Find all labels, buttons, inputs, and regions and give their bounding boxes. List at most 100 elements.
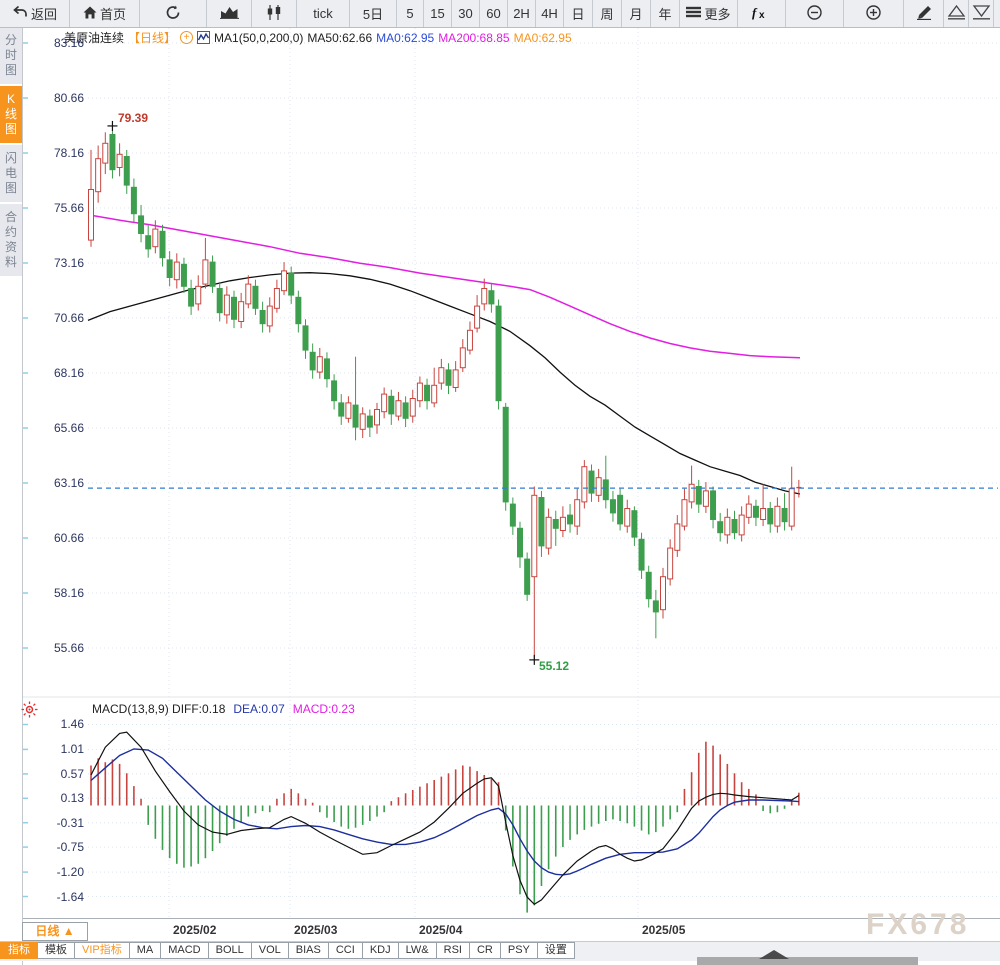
ma-params-label: MA1(50,0,200,0) [214, 30, 304, 45]
price-axis-tick-label: 80.66 [53, 91, 84, 105]
sidebar-item-lightning[interactable]: 闪电图 [0, 145, 22, 202]
draw-button[interactable] [904, 0, 944, 27]
sidebar-item-timeshare[interactable]: 分时图 [0, 27, 22, 84]
more-button[interactable]: 更多 [680, 0, 738, 27]
triangle-down-icon [972, 4, 991, 23]
tab-lw[interactable]: LW& [398, 942, 437, 959]
tab-vip-indicator[interactable]: VIP指标 [75, 942, 130, 959]
interval-4h-button[interactable]: 4H [536, 0, 564, 27]
tab-ma[interactable]: MA [129, 942, 162, 959]
macd-name-diff-value: MACD(13,8,9) DIFF:0.18 [92, 702, 226, 716]
tab-cr[interactable]: CR [469, 942, 501, 959]
tab-vol[interactable]: VOL [251, 942, 289, 959]
interval-month-button-label: 月 [629, 7, 643, 22]
macd-axis-tick-label: 1.46 [60, 717, 84, 732]
interval-month-button[interactable]: 月 [622, 0, 651, 27]
interval-day-button[interactable]: 日 [564, 0, 593, 27]
candle-chart-button[interactable] [252, 0, 297, 27]
simulate-button[interactable]: $模 [994, 0, 1000, 27]
interval-60m-button-label: 60 [486, 6, 501, 21]
ma50-value: MA50:62.66 [307, 30, 373, 45]
date-axis-band [22, 918, 1000, 942]
macd-axis-tick-label: 1.01 [60, 742, 84, 757]
svg-text:x: x [759, 10, 765, 20]
tab-cci[interactable]: CCI [328, 942, 363, 959]
date-axis-tick-label: 2025/04 [419, 923, 463, 937]
interval-5m-button-label: 5 [406, 6, 414, 21]
refresh-icon [165, 5, 181, 23]
tab-template[interactable]: 模板 [38, 942, 75, 959]
tab-psy[interactable]: PSY [500, 942, 538, 959]
macd-legend-row: MACD(13,8,9) DIFF:0.18 DEA:0.07 MACD:0.2… [92, 702, 355, 716]
more-button-label: 更多 [704, 7, 731, 22]
interval-15m-button[interactable]: 15 [424, 0, 452, 27]
zoom-in-icon [865, 4, 882, 24]
tab-settings[interactable]: 设置 [537, 942, 575, 959]
tab-macd[interactable]: MACD [161, 942, 209, 959]
tab-indicator[interactable]: 指标 [0, 942, 38, 959]
macd-dea-value: DEA:0.07 [233, 702, 285, 716]
high-price-label: 79.39 [118, 111, 149, 125]
candle-chart-icon [266, 4, 283, 23]
tab-rsi[interactable]: RSI [436, 942, 470, 959]
indicator-tab-bar: 指标 模板 VIP指标 MA MACD BOLL VOL BIAS CCI KDJ LW& RSI CR… [0, 941, 1000, 961]
macd-macd-value: MACD:0.23 [292, 702, 355, 716]
interval-week-button[interactable]: 周 [593, 0, 622, 27]
interval-5day-button-label: 5日 [362, 7, 384, 22]
interval-4h-button-label: 4H [541, 6, 558, 21]
ma0-blue-value: MA0:62.95 [376, 30, 435, 45]
fx678-watermark: FX678 [866, 908, 970, 941]
zoom-in-button[interactable] [844, 0, 904, 27]
price-axis-tick-label: 65.66 [53, 421, 84, 435]
interval-5m-button[interactable]: 5 [397, 0, 424, 27]
refresh-button[interactable] [140, 0, 207, 27]
interval-year-button-label: 年 [658, 7, 672, 22]
date-axis-tick-label: 2025/05 [642, 923, 686, 937]
price-axis-tick-label: 83.16 [53, 36, 84, 50]
tab-kdj[interactable]: KDJ [362, 942, 399, 959]
interval-60m-button[interactable]: 60 [480, 0, 508, 27]
date-axis-tick-label: 2025/03 [294, 923, 338, 937]
expand-circle-plus-icon[interactable]: + [180, 31, 194, 44]
macd-axis-tick-label: -1.20 [56, 865, 84, 880]
bottom-drag-handle[interactable] [697, 950, 918, 965]
price-axis-tick-label: 78.16 [53, 146, 84, 160]
pencil-icon [915, 4, 933, 23]
interval-30m-button[interactable]: 30 [452, 0, 480, 27]
ma-indicator-chart-icon[interactable] [197, 31, 211, 44]
zoom-out-icon [806, 4, 823, 24]
back-button-label: 返回 [30, 7, 57, 22]
ma200-value: MA200:68.85 [438, 30, 510, 45]
macd-axis-tick-label: 0.13 [60, 791, 84, 806]
tab-bias[interactable]: BIAS [288, 942, 329, 959]
interval-5day-button[interactable]: 5日 [350, 0, 397, 27]
triangle-up-button[interactable] [944, 0, 969, 27]
back-button[interactable]: 返回 [0, 0, 70, 27]
price-axis-tick-label: 73.16 [53, 256, 84, 270]
interval-2h-button-label: 2H [513, 6, 530, 21]
macd-axis-tick-label: -1.64 [56, 889, 84, 904]
sidebar-item-kline[interactable]: K线图 [0, 86, 22, 143]
price-axis-tick-label: 55.66 [53, 641, 84, 655]
interval-tick-button[interactable]: tick [297, 0, 350, 27]
home-icon [83, 6, 97, 22]
ma0-orange-value: MA0:62.95 [513, 30, 572, 45]
home-button[interactable]: 首页 [70, 0, 140, 27]
interval-year-button[interactable]: 年 [651, 0, 680, 27]
tab-boll[interactable]: BOLL [208, 942, 252, 959]
interval-tick-button-label: tick [313, 6, 333, 21]
symbol-name: 美原油连续 [64, 31, 125, 45]
period-dropdown-button[interactable]: 日线 ▲ [22, 922, 88, 941]
zoom-out-button[interactable] [786, 0, 844, 27]
triangle-up-icon [947, 4, 966, 23]
indicator-settings-sun-icon[interactable] [21, 701, 38, 718]
interval-2h-button[interactable]: 2H [508, 0, 536, 27]
timeshare-chart-button[interactable] [207, 0, 252, 27]
triangle-down-button[interactable] [969, 0, 994, 27]
sidebar-item-contract-info[interactable]: 合约资料 [0, 204, 22, 276]
price-axis-tick-label: 58.16 [53, 586, 84, 600]
price-axis-tick-label: 60.66 [53, 531, 84, 545]
